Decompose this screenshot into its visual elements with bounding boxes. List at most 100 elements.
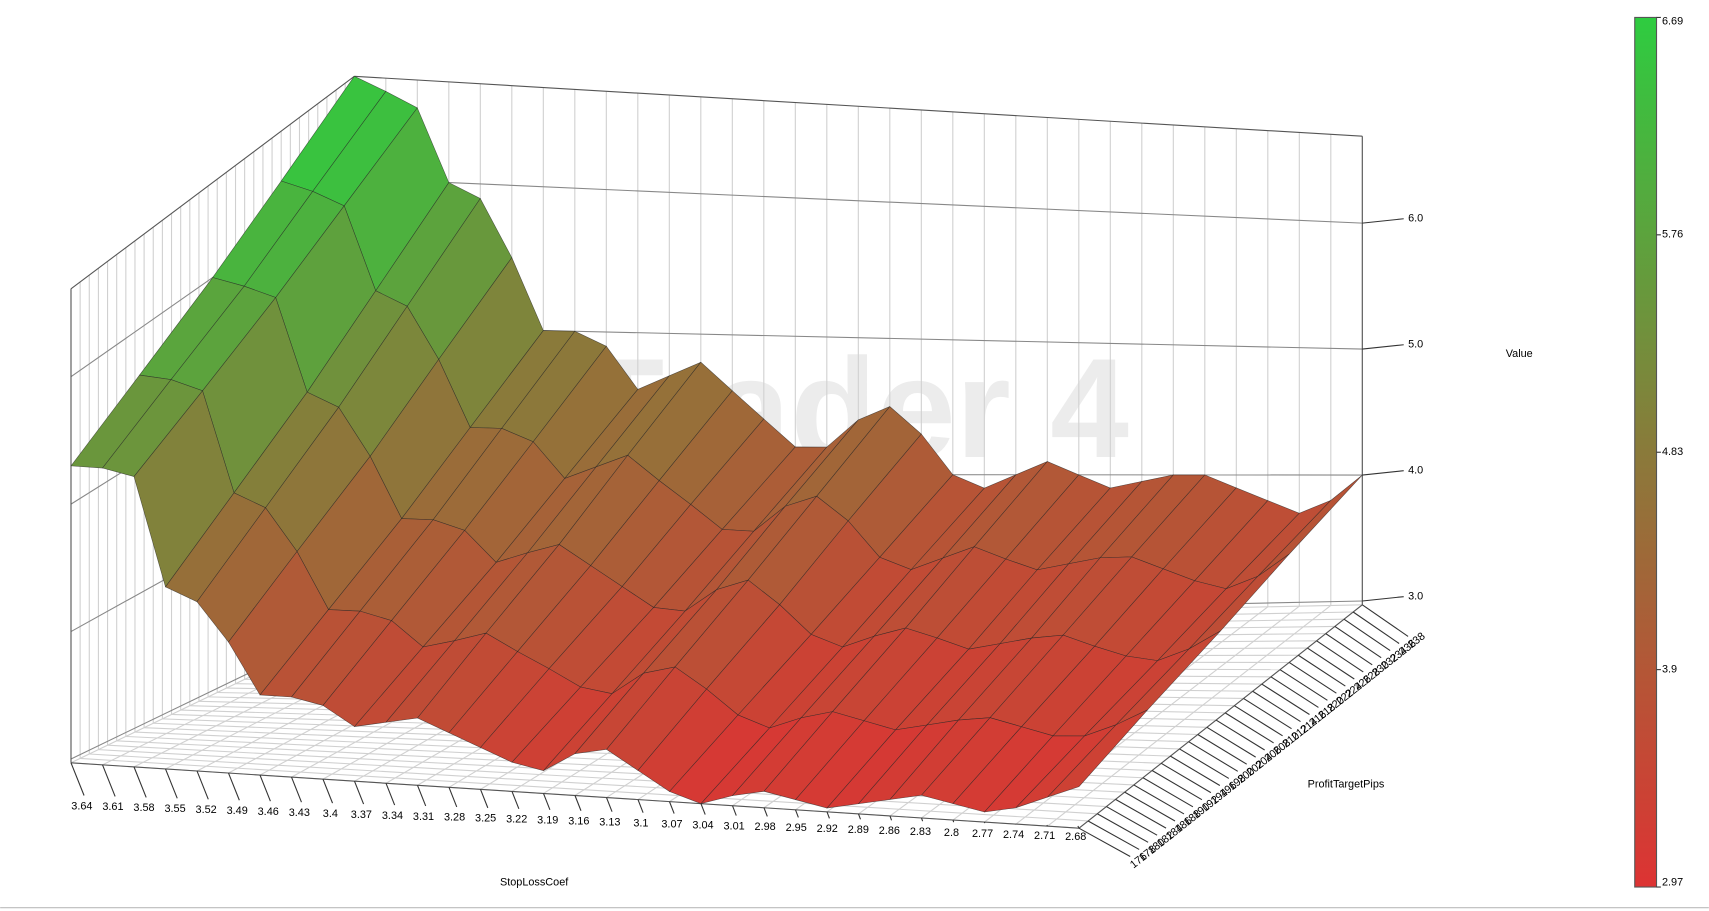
x-tick	[668, 801, 675, 814]
x-tick	[196, 770, 209, 800]
x-tick	[227, 772, 240, 801]
x-tick	[1077, 825, 1080, 829]
x-tick-label: 2.68	[1065, 831, 1086, 843]
x-tick-label: 2.86	[879, 825, 900, 837]
x-tick	[133, 766, 147, 798]
x-tick-label: 3.19	[537, 815, 558, 827]
x-tick-label: 3.43	[289, 807, 310, 819]
y-tick	[1307, 647, 1355, 680]
y-tick	[1188, 741, 1239, 772]
x-tick	[385, 783, 396, 806]
x-tick-label: 2.71	[1034, 830, 1055, 842]
y-axis-label: ProfitTargetPips	[1308, 778, 1385, 790]
x-tick-label: 2.74	[1003, 829, 1024, 841]
x-tick	[290, 776, 302, 803]
x-tick	[763, 807, 768, 817]
surface-cell	[1047, 709, 1148, 798]
y-tick	[1234, 705, 1283, 737]
box-edge	[1078, 604, 1363, 829]
y-tick	[1279, 669, 1328, 701]
y-tick	[1316, 640, 1364, 673]
x-tick-label: 3.01	[724, 820, 745, 832]
y-tick	[1096, 813, 1149, 843]
y-tick	[1325, 633, 1373, 666]
x-tick-label: 3.1	[633, 817, 648, 829]
x-tick-label: 3.37	[351, 809, 372, 821]
x-tick-label: 3.13	[599, 816, 620, 828]
y-tick	[1361, 604, 1409, 637]
y-tick	[1352, 611, 1400, 644]
x-tick-label: 3.07	[661, 818, 682, 830]
x-tick-label: 3.25	[475, 813, 496, 825]
y-tick	[1252, 690, 1301, 723]
x-tick	[259, 774, 271, 802]
x-tick-label: 2.98	[755, 821, 776, 833]
x-tick	[857, 813, 862, 820]
y-tick	[1087, 820, 1140, 850]
x-tick	[511, 791, 520, 810]
x-tick	[794, 809, 799, 818]
y-tick	[1115, 798, 1167, 829]
y-tick	[1078, 827, 1131, 857]
x-tick-label: 3.61	[102, 801, 123, 813]
z-tick	[1362, 344, 1404, 350]
z-tick	[1362, 470, 1404, 476]
y-tick	[1243, 698, 1292, 730]
x-tick-label: 3.34	[382, 810, 403, 822]
colorbar-tick-label: 4.83	[1662, 446, 1683, 458]
y-tick	[1142, 777, 1194, 808]
y-tick	[1343, 618, 1391, 652]
z-tick-label: 3.0	[1408, 591, 1423, 603]
colorbar-tick-label: 6.69	[1662, 16, 1683, 28]
x-tick-label: 3.4	[323, 808, 338, 820]
x-tick-label: 3.58	[133, 802, 154, 814]
z-axis-label: Value	[1506, 348, 1533, 360]
colorbar-tick-label: 3.9	[1662, 664, 1677, 676]
floor-grid-line	[80, 757, 1089, 822]
x-tick-label: 3.31	[413, 811, 434, 823]
y-tick	[1133, 784, 1185, 815]
x-tick	[637, 799, 644, 813]
y-tick	[1206, 726, 1256, 758]
x-tick	[164, 768, 178, 799]
x-tick	[920, 817, 924, 822]
x-tick-label: 3.22	[506, 814, 527, 826]
z-tick	[1362, 218, 1404, 224]
x-tick-label: 3.64	[71, 800, 92, 812]
z-tick-label: 4.0	[1408, 465, 1423, 477]
x-tick-label: 2.77	[972, 828, 993, 840]
x-tick-label: 3.55	[164, 803, 185, 815]
y-tick	[1170, 755, 1221, 786]
box-edge	[354, 75, 1363, 137]
y-tick	[1298, 654, 1346, 687]
y-tick	[1197, 734, 1248, 765]
z-tick-label: 5.0	[1408, 339, 1423, 351]
x-tick-label: 3.46	[258, 806, 279, 818]
y-tick	[1270, 676, 1319, 708]
y-tick	[1106, 806, 1158, 836]
y-tick	[1215, 719, 1265, 751]
y-tick	[1224, 712, 1274, 744]
y-tick	[1179, 748, 1230, 779]
back-wall-grid-line	[354, 177, 1363, 224]
y-tick	[1160, 762, 1212, 794]
x-tick	[700, 803, 706, 815]
x-axis-label: StopLossCoef	[500, 877, 569, 889]
x-tick-label: 2.92	[817, 823, 838, 835]
x-tick	[70, 762, 85, 796]
x-tick-label: 3.04	[692, 819, 713, 831]
y-tick	[1151, 770, 1203, 801]
x-tick	[322, 778, 334, 804]
y-tick	[1334, 625, 1382, 659]
y-tick	[1288, 661, 1337, 694]
x-tick-label: 2.89	[848, 824, 869, 836]
x-tick-label: 2.95	[786, 822, 807, 834]
x-tick	[826, 811, 830, 819]
z-tick	[1362, 596, 1404, 602]
x-tick	[448, 787, 458, 808]
colorbar-tick-label: 5.76	[1662, 229, 1683, 241]
z-tick-label: 6.0	[1408, 213, 1423, 225]
floor-grid-line	[1047, 605, 1332, 827]
